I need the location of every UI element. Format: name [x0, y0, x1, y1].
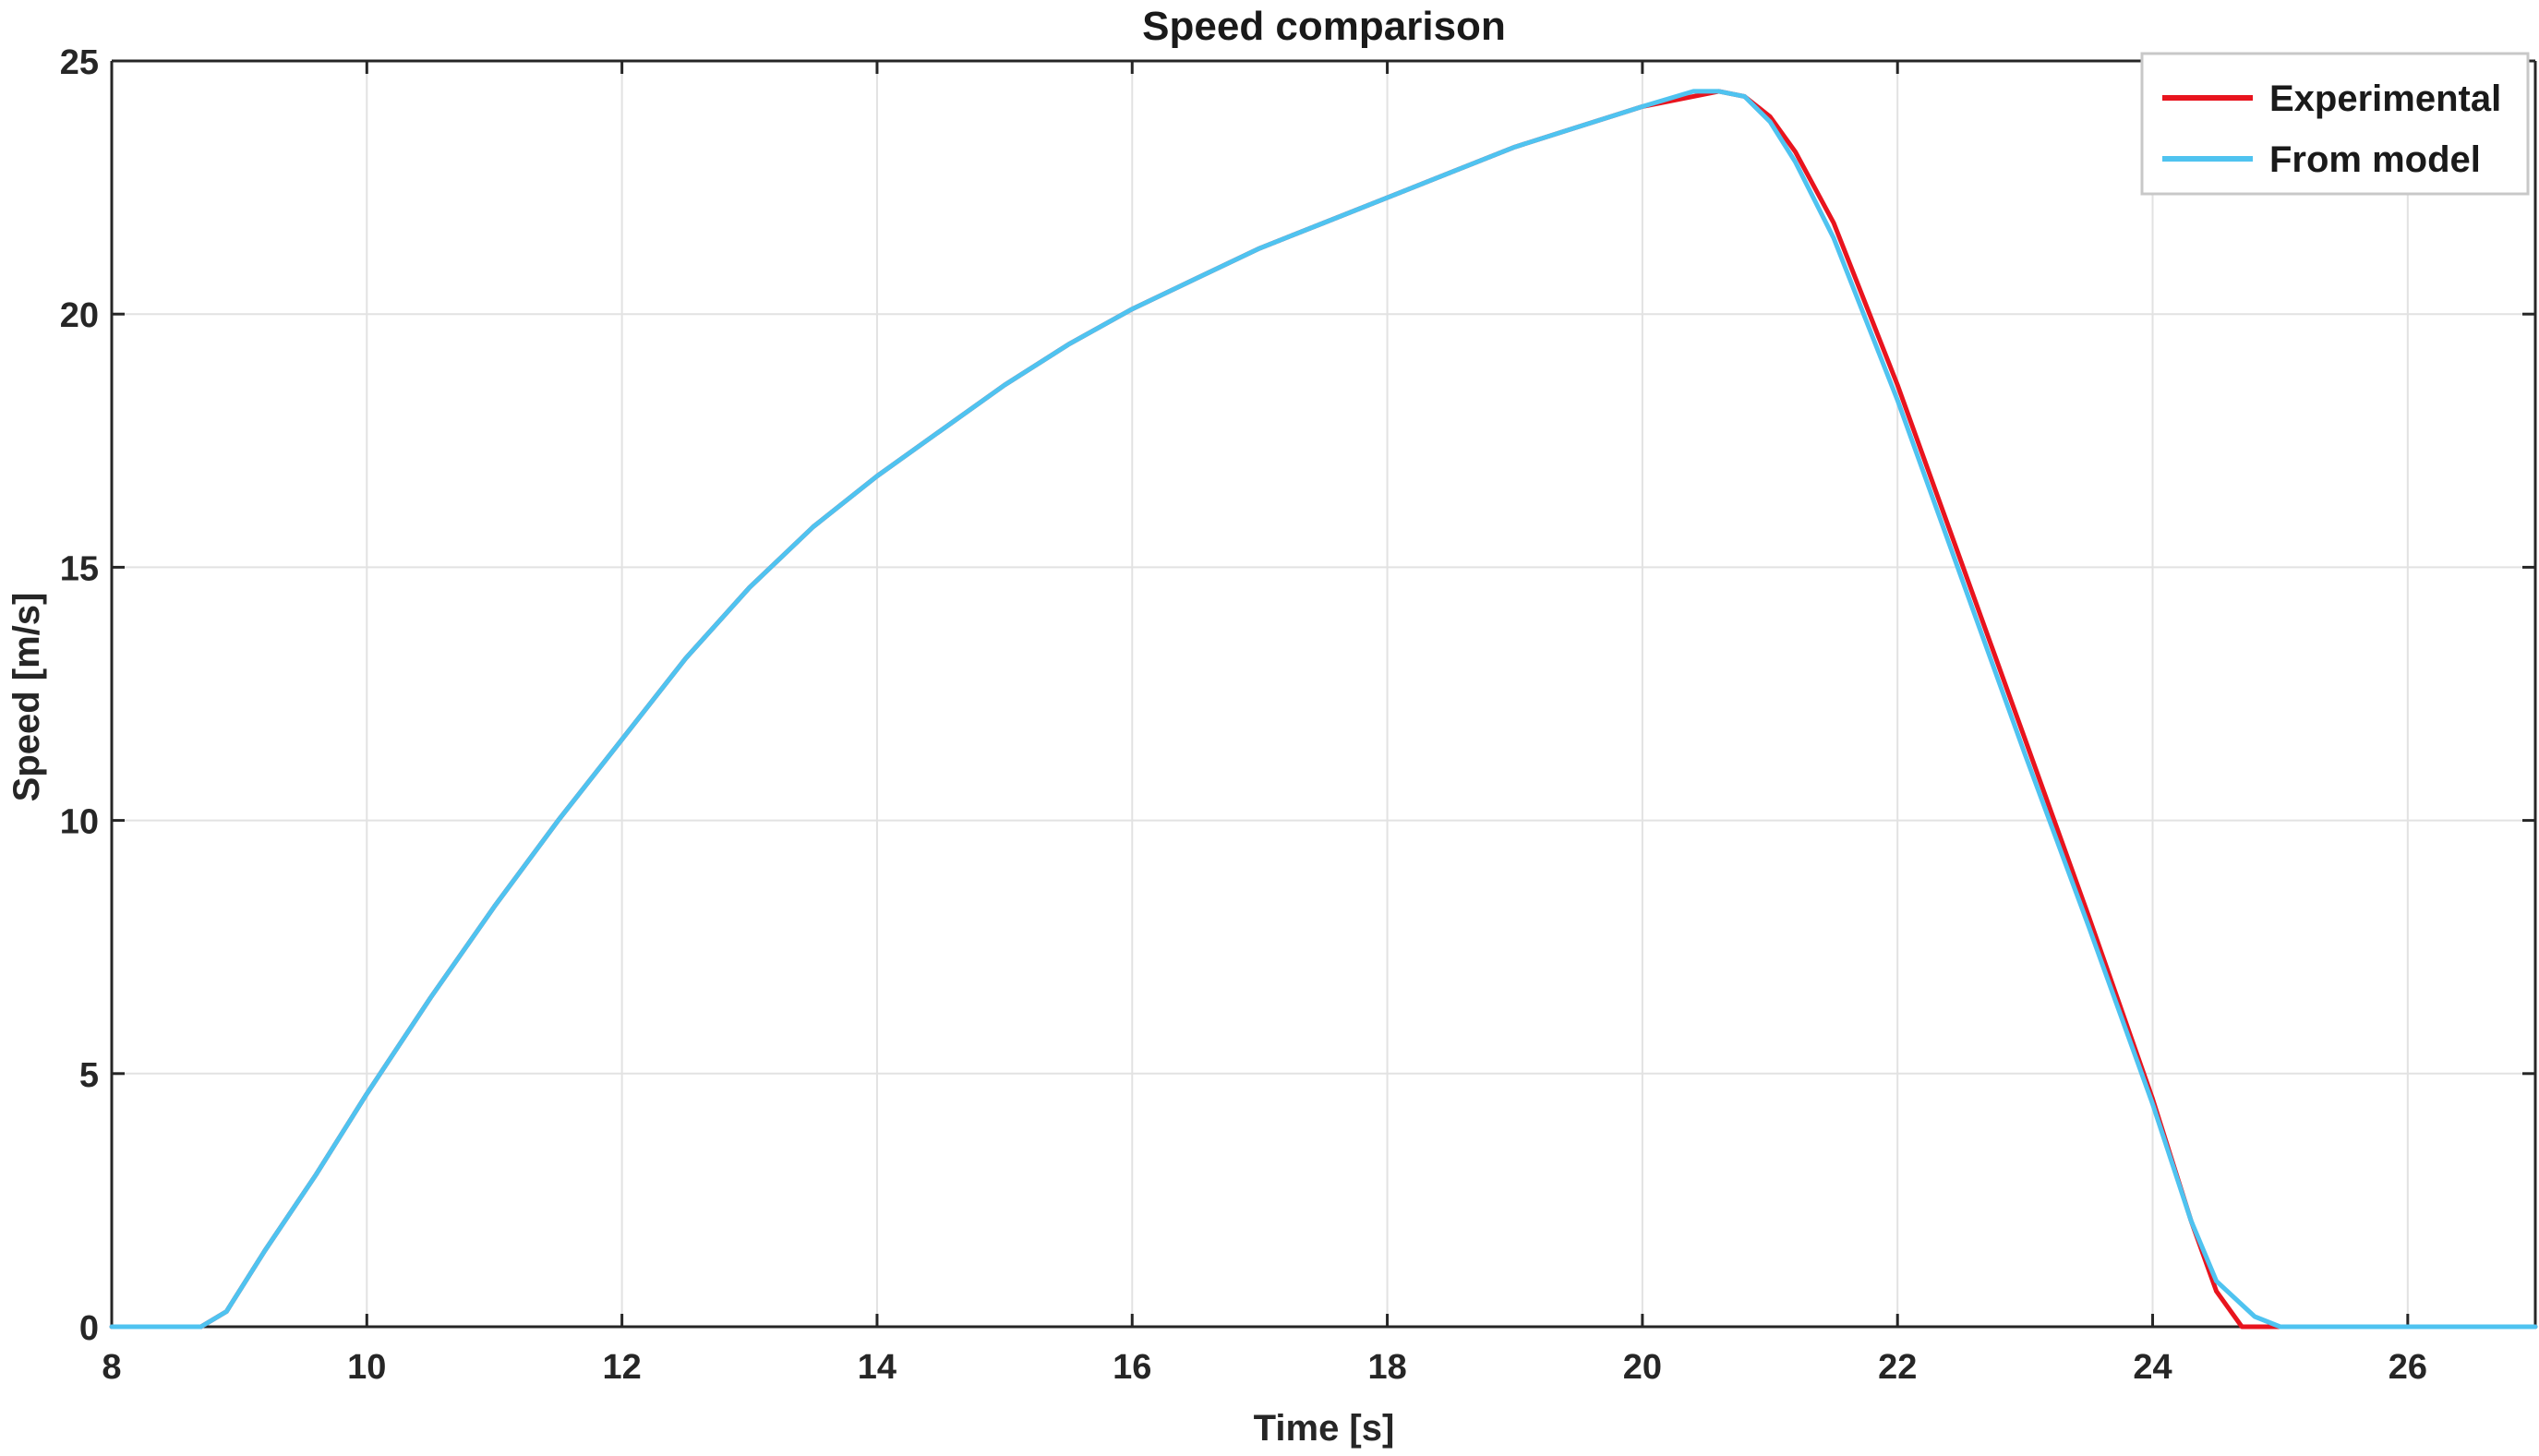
y-tick-label-10: 10: [60, 803, 99, 842]
x-tick-label-20: 20: [1623, 1348, 1662, 1387]
x-tick-label-14: 14: [858, 1348, 896, 1387]
legend: Experimental From model: [2140, 52, 2530, 196]
chart-title: Speed comparison: [1142, 4, 1506, 49]
x-axis-title: Time [s]: [1254, 1408, 1395, 1449]
x-tick-label-26: 26: [2389, 1348, 2427, 1387]
x-tick-label-16: 16: [1113, 1348, 1151, 1387]
x-tick-label-10: 10: [347, 1348, 386, 1387]
x-tick-label-8: 8: [102, 1348, 121, 1387]
x-tick-label-12: 12: [602, 1348, 641, 1387]
legend-label-from-model: From model: [2269, 139, 2481, 180]
axes: [110, 59, 2537, 1329]
y-tick-label-25: 25: [60, 43, 99, 82]
series-line-from-model: [109, 89, 2538, 1330]
y-axis-title: Speed [m/s]: [6, 593, 47, 802]
legend-label-experimental: Experimental: [2269, 78, 2501, 119]
x-tick-label-18: 18: [1367, 1348, 1406, 1387]
x-tick-label-24: 24: [2133, 1348, 2172, 1387]
y-tick-label-0: 0: [79, 1309, 99, 1348]
x-tick-label-22: 22: [1878, 1348, 1917, 1387]
series-lines: [109, 89, 2538, 1330]
y-tick-label-20: 20: [60, 296, 99, 335]
legend-box: [2140, 52, 2530, 196]
tick-labels: 8 10 12 14 16 18 20 22 24 26 0 5 10 15 20 25: [60, 43, 2427, 1387]
y-tick-label-15: 15: [60, 549, 99, 588]
y-tick-label-5: 5: [79, 1056, 99, 1095]
